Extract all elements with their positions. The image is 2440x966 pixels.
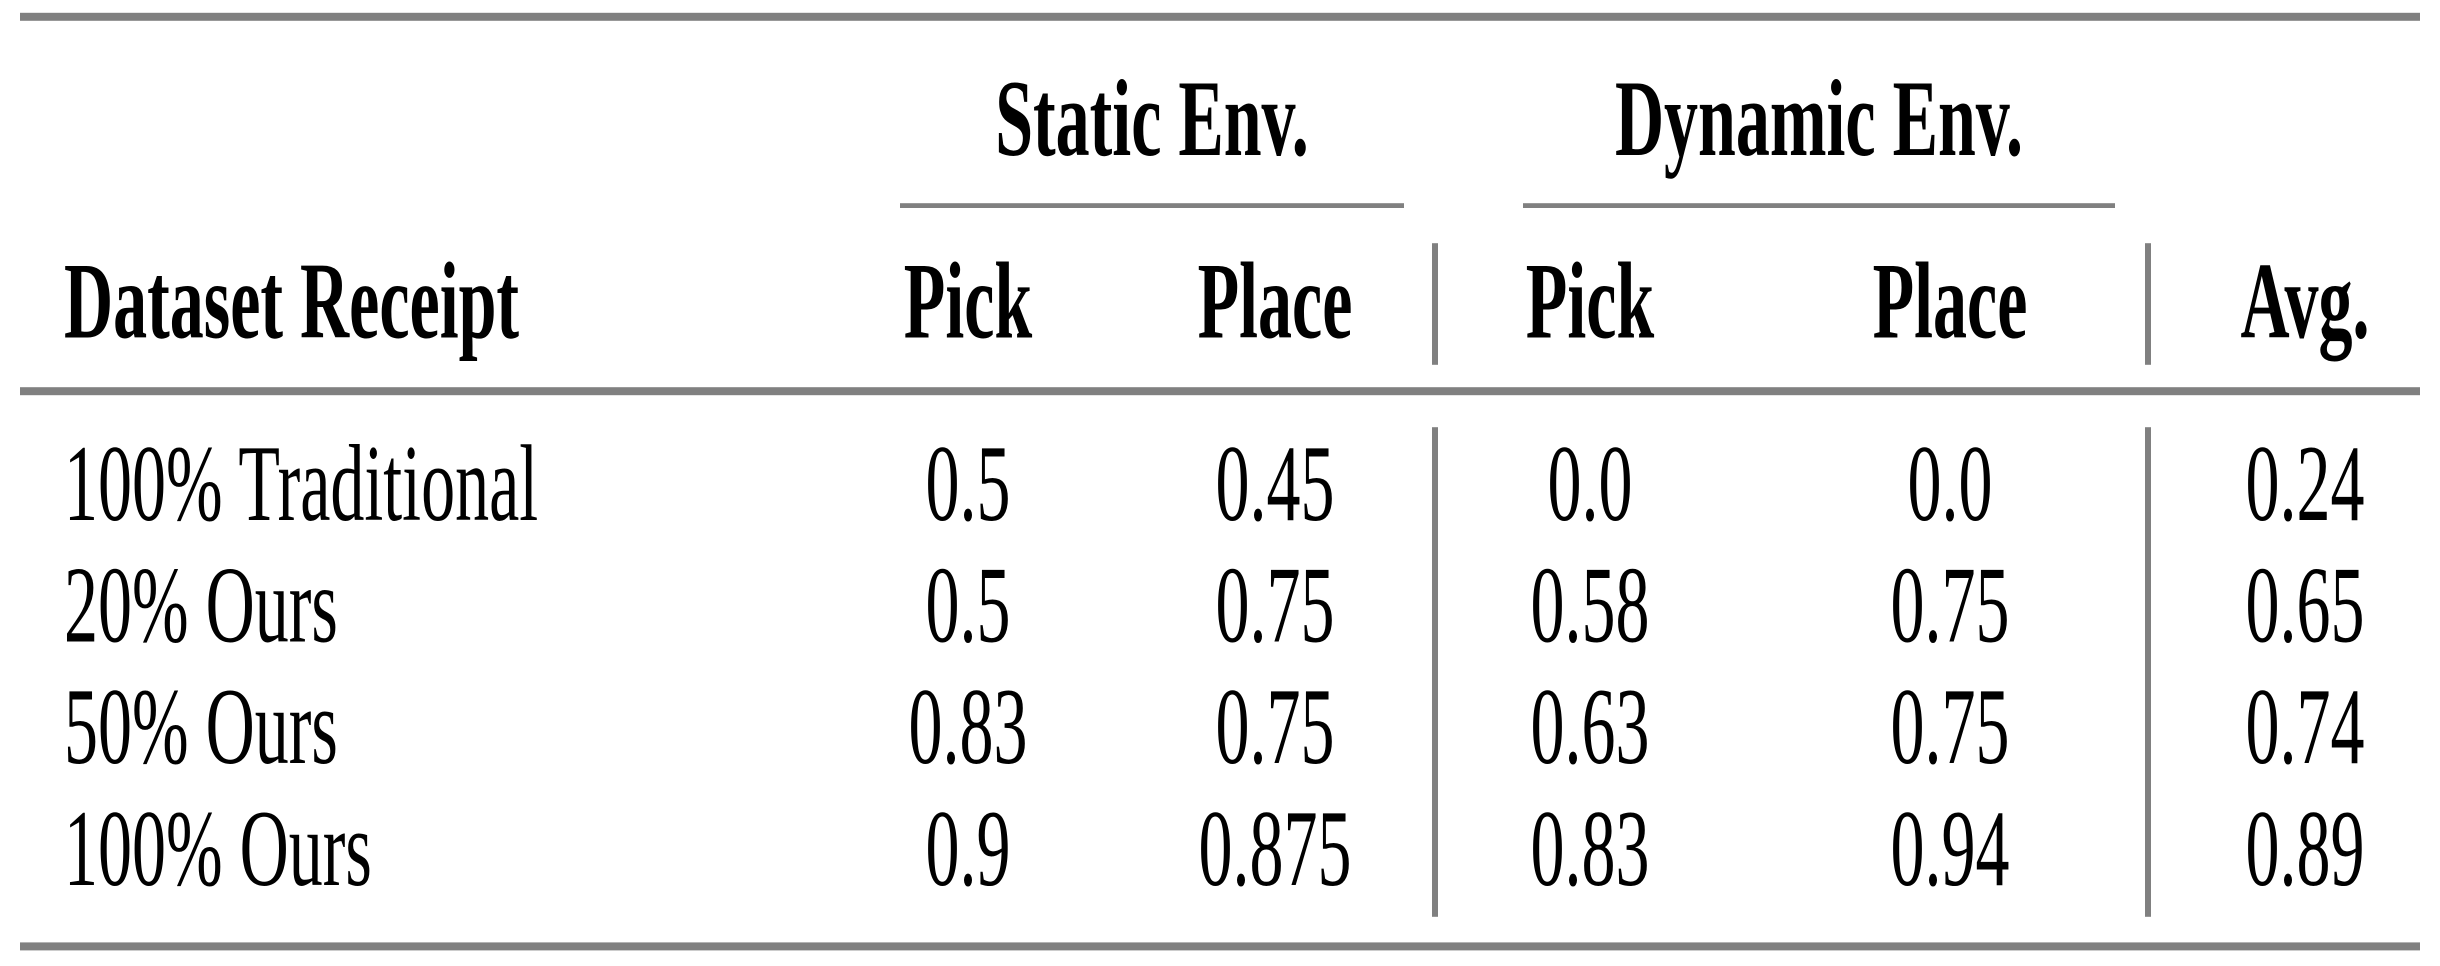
cell-dynamic-place: 0.94 xyxy=(1890,787,2010,909)
cell-avg: 0.24 xyxy=(2245,422,2365,544)
header-row: Dataset Receipt Pick Place Pick Place Av… xyxy=(0,240,2440,362)
cell-static-place: 0.875 xyxy=(1198,787,1352,909)
cmidrule-static xyxy=(900,203,1404,208)
cell-static-pick: 0.5 xyxy=(925,544,1011,666)
row-label: 20% Ours xyxy=(64,544,338,666)
cell-static-pick: 0.9 xyxy=(925,787,1011,909)
header-static-place: Place xyxy=(1197,240,1353,362)
top-rule xyxy=(20,12,2420,21)
row-label: 100% Traditional xyxy=(64,422,539,544)
vertical-rule-body-2 xyxy=(2145,427,2151,917)
cell-avg: 0.65 xyxy=(2245,544,2365,666)
col-group-static-label: Static Env. xyxy=(995,57,1309,180)
cell-dynamic-pick: 0.0 xyxy=(1547,422,1633,544)
header-static-pick: Pick xyxy=(903,240,1033,362)
vertical-rule-header-2 xyxy=(2145,243,2151,365)
cell-static-place: 0.75 xyxy=(1215,544,1335,666)
header-dynamic-place: Place xyxy=(1872,240,2028,362)
cell-static-place: 0.45 xyxy=(1215,422,1335,544)
vertical-rule-body-1 xyxy=(1432,427,1438,917)
cell-avg: 0.74 xyxy=(2245,665,2365,788)
cell-dynamic-pick: 0.58 xyxy=(1530,544,1650,666)
cell-static-pick: 0.83 xyxy=(908,665,1028,788)
cell-static-pick: 0.5 xyxy=(925,422,1011,544)
vertical-rule-header-1 xyxy=(1432,243,1438,365)
cell-dynamic-place: 0.75 xyxy=(1890,544,2010,666)
table-row: 20% Ours 0.5 0.75 0.58 0.75 0.65 xyxy=(0,544,2440,666)
header-dataset-receipt: Dataset Receipt xyxy=(64,240,520,362)
table-row: 50% Ours 0.83 0.75 0.63 0.75 0.74 xyxy=(0,666,2440,788)
row-label: 100% Ours xyxy=(64,787,372,909)
cell-static-place: 0.75 xyxy=(1215,665,1335,788)
table-row: 100% Ours 0.9 0.875 0.83 0.94 0.89 xyxy=(0,787,2440,909)
row-label: 50% Ours xyxy=(64,665,338,788)
table-row: 100% Traditional 0.5 0.45 0.0 0.0 0.24 xyxy=(0,422,2440,544)
cell-dynamic-place: 0.75 xyxy=(1890,665,2010,788)
bottom-rule xyxy=(20,942,2420,951)
cell-dynamic-place: 0.0 xyxy=(1907,422,1993,544)
cell-dynamic-pick: 0.63 xyxy=(1530,665,1650,788)
cmidrule-dynamic xyxy=(1523,203,2115,208)
column-group-row: Static Env. Dynamic Env. xyxy=(0,58,2440,180)
col-group-dynamic-label: Dynamic Env. xyxy=(1614,57,2024,180)
header-avg: Avg. xyxy=(2240,240,2370,362)
header-dynamic-pick: Pick xyxy=(1525,240,1655,362)
cell-avg: 0.89 xyxy=(2245,787,2365,909)
mid-rule xyxy=(20,387,2420,396)
cell-dynamic-pick: 0.83 xyxy=(1530,787,1650,909)
